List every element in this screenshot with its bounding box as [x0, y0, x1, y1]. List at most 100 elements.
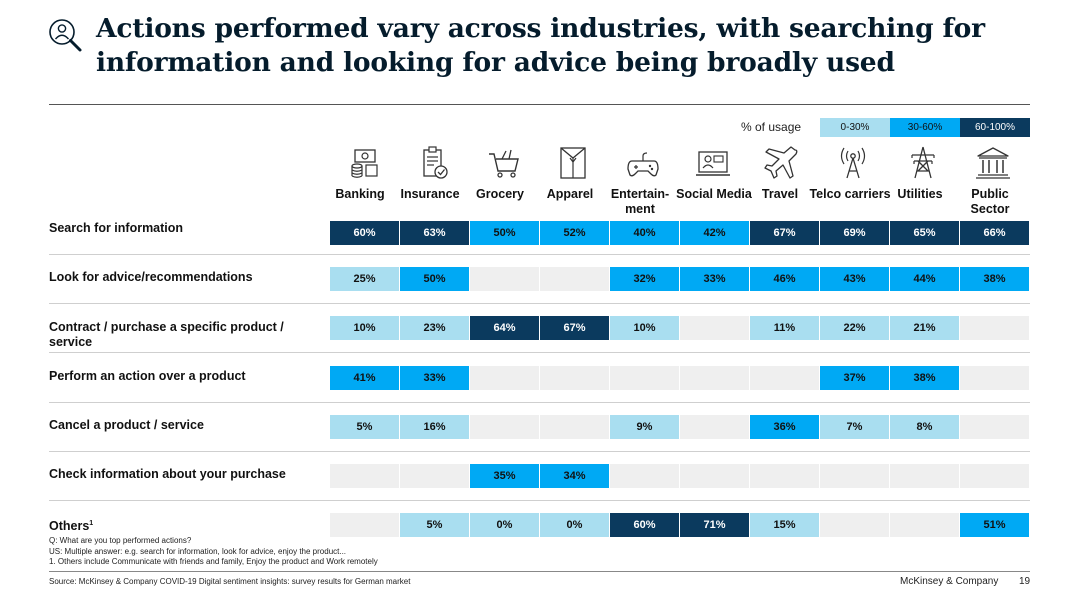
legend-low-label: 0-30% [840, 122, 870, 133]
row-separator [49, 352, 1030, 353]
value-cell-entertainment: 32% [610, 267, 679, 291]
row-separator [49, 402, 1030, 403]
empty-cell-public-sector [960, 316, 1029, 340]
empty-cell-social-media [680, 316, 749, 340]
value-cell-entertainment: 60% [610, 513, 679, 537]
value-cell-insurance: 16% [400, 415, 469, 439]
empty-cell-apparel [540, 415, 609, 439]
empty-cell-utilities [890, 513, 959, 537]
page-number: 19 [1019, 576, 1031, 587]
col-head-apparel: Apparel [546, 187, 594, 201]
row-separator [49, 254, 1030, 255]
row-separator [49, 451, 1030, 452]
row-separator [49, 303, 1030, 304]
empty-cell-travel [750, 366, 819, 390]
value-cell-insurance: 50% [400, 267, 469, 291]
apparel-icon [560, 147, 586, 179]
footnotes: Q: What are you top performed actions? U… [49, 536, 378, 568]
row-label-others: Others1 [49, 516, 329, 534]
empty-cell-utilities [890, 464, 959, 488]
footer-divider [49, 571, 1030, 572]
value-cell-utilities: 38% [890, 366, 959, 390]
row-label-contract: Contract / purchase a specific product /… [49, 320, 284, 349]
value-cell-travel: 67% [750, 221, 819, 245]
col-head-public-sector: Public Sector [970, 187, 1010, 216]
row-label-cancel: Cancel a product / service [49, 418, 204, 432]
value-cell-entertainment: 10% [610, 316, 679, 340]
value-cell-insurance: 5% [400, 513, 469, 537]
title-line-2: information and looking for advice being… [96, 47, 895, 78]
col-head-entertainment: Entertain- ment [610, 187, 670, 216]
legend-high: 60-100% [960, 118, 1030, 137]
value-cell-telco: 37% [820, 366, 889, 390]
value-cell-telco: 43% [820, 267, 889, 291]
value-cell-social-media: 42% [680, 221, 749, 245]
empty-cell-apparel [540, 366, 609, 390]
empty-cell-social-media [680, 464, 749, 488]
footnote-multiple-answer: US: Multiple answer: e.g. search for inf… [49, 546, 347, 556]
value-cell-utilities: 65% [890, 221, 959, 245]
empty-cell-social-media [680, 415, 749, 439]
empty-cell-travel [750, 464, 819, 488]
row-label-others-text: Others [49, 519, 90, 534]
title-divider [49, 104, 1030, 105]
grocery-icon [489, 149, 519, 178]
value-cell-banking: 25% [330, 267, 399, 291]
empty-cell-banking [330, 464, 399, 488]
empty-cell-grocery [470, 415, 539, 439]
legend-mid: 30-60% [890, 118, 960, 137]
col-head-travel: Travel [761, 187, 799, 201]
empty-cell-public-sector [960, 464, 1029, 488]
row-label-check: Check information about your purchase [49, 467, 286, 481]
value-cell-entertainment: 40% [610, 221, 679, 245]
slide-title: Actions performed vary across industries… [96, 12, 1056, 80]
value-cell-telco: 7% [820, 415, 889, 439]
entertainment-icon [627, 152, 659, 177]
value-cell-public-sector: 38% [960, 267, 1029, 291]
value-cell-banking: 5% [330, 415, 399, 439]
value-cell-grocery: 35% [470, 464, 539, 488]
value-cell-banking: 41% [330, 366, 399, 390]
public-sector-icon [976, 147, 1010, 179]
legend-low: 0-30% [820, 118, 890, 137]
empty-cell-entertainment [610, 366, 679, 390]
empty-cell-grocery [470, 267, 539, 291]
value-cell-insurance: 23% [400, 316, 469, 340]
footnote-others: 1. Others include Communicate with frien… [49, 557, 378, 566]
row-separator [49, 500, 1030, 501]
empty-cell-entertainment [610, 464, 679, 488]
value-cell-utilities: 8% [890, 415, 959, 439]
col-head-social-media: Social Media [676, 187, 752, 201]
utilities-icon [911, 146, 935, 179]
others-footnote-mark: 1 [89, 520, 94, 527]
source-note: Source: McKinsey & Company COVID-19 Digi… [49, 577, 411, 586]
col-head-telco-carriers: Telco carriers [809, 187, 891, 201]
value-cell-travel: 11% [750, 316, 819, 340]
value-cell-entertainment: 9% [610, 415, 679, 439]
footnote-question: Q: What are you top performed actions? [49, 536, 192, 545]
value-cell-insurance: 63% [400, 221, 469, 245]
col-head-banking: Banking [335, 187, 385, 201]
legend-mid-label: 30-60% [907, 122, 943, 133]
empty-cell-grocery [470, 366, 539, 390]
empty-cell-public-sector [960, 415, 1029, 439]
value-cell-insurance: 33% [400, 366, 469, 390]
value-cell-social-media: 71% [680, 513, 749, 537]
empty-cell-public-sector [960, 366, 1029, 390]
empty-cell-social-media [680, 366, 749, 390]
social-media-icon [696, 151, 730, 176]
row-label-advice: Look for advice/recommendations [49, 270, 253, 284]
title-line-1: Actions performed vary across industries… [96, 13, 985, 44]
value-cell-apparel: 34% [540, 464, 609, 488]
col-head-utilities: Utilities [897, 187, 943, 201]
legend-label: % of usage [741, 120, 802, 134]
value-cell-public-sector: 51% [960, 513, 1029, 537]
value-cell-travel: 46% [750, 267, 819, 291]
empty-cell-apparel [540, 267, 609, 291]
value-cell-banking: 10% [330, 316, 399, 340]
telco-icon [840, 147, 866, 179]
value-cell-public-sector: 66% [960, 221, 1029, 245]
legend-high-label: 60-100% [974, 122, 1016, 133]
empty-cell-insurance [400, 464, 469, 488]
value-cell-utilities: 44% [890, 267, 959, 291]
